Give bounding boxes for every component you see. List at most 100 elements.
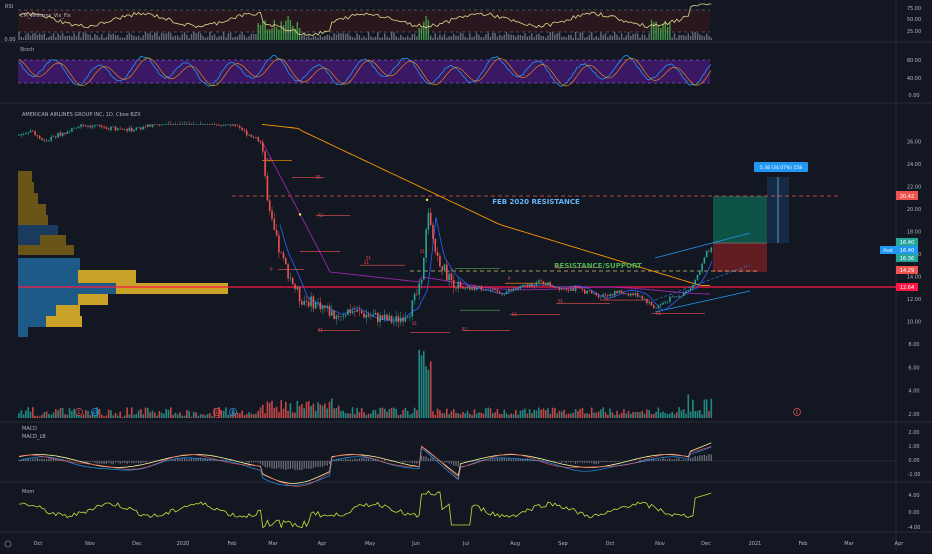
rsi-bar: [313, 35, 314, 40]
macd-hist-bar: [430, 458, 431, 461]
candle-body: [623, 293, 625, 294]
macd-hist-bar: [352, 460, 353, 461]
volume-bar: [619, 415, 621, 418]
candle-body: [531, 284, 533, 287]
candle-body: [322, 306, 324, 310]
volume-bar: [504, 410, 506, 418]
volume-bar: [290, 403, 292, 418]
volume-bar: [543, 408, 545, 418]
candle-body: [271, 211, 273, 219]
rsi-bar: [626, 35, 627, 40]
volume-bar: [421, 355, 423, 418]
rsi-bar: [444, 34, 445, 40]
volume-bar: [607, 415, 609, 418]
candle-body: [706, 251, 708, 257]
candle-body: [306, 301, 308, 302]
candle-body: [513, 289, 515, 291]
rsi-bar: [212, 36, 213, 40]
macd-hist-bar: [350, 459, 351, 461]
volume-bar: [540, 410, 542, 418]
macd-tick-0: 0.00: [908, 458, 919, 464]
rsi-bar: [55, 37, 56, 40]
candle-body: [708, 251, 710, 252]
macd-hist-bar: [593, 461, 594, 464]
candle-body: [393, 321, 395, 322]
volume-bar: [487, 408, 489, 418]
volume-bar: [561, 412, 563, 418]
rsi-bar: [462, 34, 463, 40]
volume-bar: [285, 402, 287, 418]
stoch-tick-40: 40.00: [907, 76, 921, 82]
rsi-bar: [704, 36, 705, 40]
volume-bar: [665, 413, 667, 418]
rsi-bar: [39, 33, 40, 40]
candle-body: [193, 124, 195, 125]
candle-body: [55, 136, 57, 137]
volume-bar: [133, 415, 135, 418]
candle-body: [430, 213, 432, 225]
event-marker-label: D: [231, 410, 235, 416]
candle-body: [27, 132, 29, 133]
candle-body: [239, 126, 241, 128]
candle-body: [600, 297, 602, 298]
candle-body: [487, 290, 489, 291]
macd-hist-bar: [41, 459, 42, 461]
candle-body: [648, 302, 650, 303]
candle-body: [69, 132, 71, 133]
volume-bar: [297, 401, 299, 418]
rsi-bar: [685, 36, 686, 40]
rsi-bar: [580, 32, 581, 40]
rsi-bar: [649, 34, 650, 40]
tag-stop: 14.29: [900, 268, 914, 274]
volume-bar: [372, 410, 374, 418]
rsi-bar: [78, 32, 79, 40]
candle-body: [425, 229, 427, 257]
macd-hist-bar: [48, 458, 49, 461]
macd-hist-bar: [580, 461, 581, 462]
rsi-bar: [170, 33, 171, 40]
candle-body: [119, 129, 121, 130]
volume-bar: [660, 413, 662, 418]
rsi-bar: [218, 36, 219, 40]
volume-bar: [552, 408, 554, 418]
rsi-bar: [292, 26, 293, 40]
candle-body: [336, 316, 338, 319]
macd-hist-bar: [458, 461, 459, 467]
volume-bar: [430, 361, 432, 418]
candle-body: [317, 302, 319, 303]
volume-bar: [55, 409, 57, 418]
event-marker-label: E: [796, 410, 799, 416]
candle-body: [30, 131, 32, 133]
rsi-bar: [172, 36, 173, 40]
time-tick-label: May: [365, 541, 375, 547]
rsi-bar: [356, 33, 357, 40]
candle-body: [264, 151, 266, 175]
candle-body: [667, 301, 669, 302]
rsi-bar: [474, 36, 475, 40]
rsi-bar: [460, 33, 461, 40]
volume-bar: [21, 410, 23, 418]
time-tick-label: Dec: [132, 541, 142, 547]
macd-hist-bar: [610, 461, 611, 462]
candle-body: [170, 124, 172, 125]
rsi-bar: [402, 37, 403, 40]
rsi-bar: [612, 36, 613, 40]
candle-body: [412, 300, 414, 316]
rsi-bar: [147, 33, 148, 40]
volume-bar: [352, 407, 354, 418]
candle-body: [186, 124, 188, 125]
rsi-bar: [455, 36, 456, 40]
macd-hist-bar: [589, 461, 590, 463]
time-tick-label: Oct: [606, 541, 615, 547]
price-tick-label: 24.00: [907, 162, 921, 168]
rsi-bar: [232, 37, 233, 40]
rsi-bar: [113, 33, 114, 40]
candle-body: [142, 127, 144, 129]
macd-hist-bar: [311, 461, 312, 469]
rsi-bar: [269, 29, 270, 40]
volume-bar: [228, 415, 230, 418]
volume-bar: [439, 410, 441, 418]
candle-body: [225, 124, 227, 125]
candle-body: [370, 316, 372, 317]
volume-bar: [156, 416, 158, 418]
